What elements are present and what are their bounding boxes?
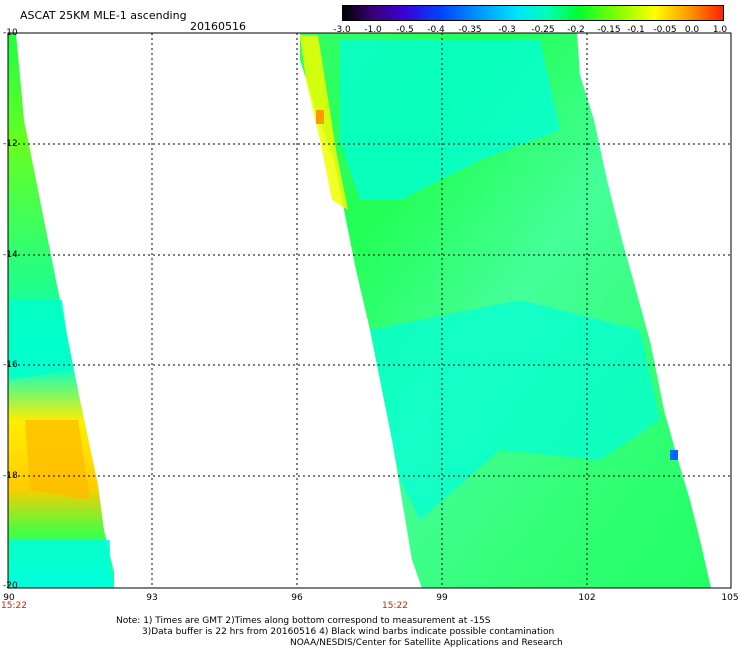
product-title: ASCAT 25KM MLE-1 ascending (20, 9, 187, 22)
cb-label: -0.5 (396, 25, 414, 35)
cb-label: -3.0 (333, 25, 351, 35)
cb-label: -0.2 (567, 25, 585, 35)
note-line-2: 3)Data buffer is 22 hrs from 20160516 4)… (142, 627, 555, 637)
lat-label: -10 (3, 28, 18, 38)
lat-label: -16 (3, 360, 18, 370)
lon-label: 93 (146, 593, 158, 603)
note-line-1: Note: 1) Times are GMT 2)Times along bot… (116, 616, 491, 626)
cb-label: 0.0 (684, 25, 700, 35)
left-swath-cyan-patch (10, 300, 72, 380)
color-scale-bar (342, 5, 724, 21)
right-swath-orange-pixel (316, 110, 324, 124)
lat-label: -12 (3, 139, 18, 149)
right-swath-blue-pixel (670, 450, 678, 460)
pass-time-label: 15:22 (1, 601, 27, 611)
pass-time-label: 15:22 (382, 601, 408, 611)
credit-line: NOAA/NESDIS/Center for Satellite Applica… (290, 638, 563, 648)
cb-label: -0.05 (653, 25, 677, 35)
right-swath-cyan-region (340, 40, 560, 200)
lat-label: -14 (3, 250, 18, 260)
grid-lines (8, 33, 731, 588)
cb-label: 1.0 (712, 25, 728, 35)
color-scale-labels: -3.0 -1.0 -0.5 -0.4 -0.35 -0.3 -0.25 -0.… (330, 25, 740, 37)
cb-label: -0.25 (531, 25, 555, 35)
lon-label: 96 (291, 593, 303, 603)
cb-label: -0.4 (427, 25, 445, 35)
lat-label: -18 (3, 471, 18, 481)
cb-label: -0.1 (627, 25, 645, 35)
cb-label: -0.15 (597, 25, 621, 35)
cb-label: -1.0 (364, 25, 382, 35)
product-date: 20160516 (190, 20, 246, 33)
lon-label: 105 (721, 593, 739, 603)
lon-label: 90 (3, 593, 15, 603)
lon-label: 99 (436, 593, 448, 603)
cb-label: -0.3 (498, 25, 516, 35)
cb-label: -0.35 (458, 25, 482, 35)
lat-label: -20 (3, 581, 18, 591)
left-swath-warm-patch (25, 420, 90, 500)
lon-label: 102 (578, 593, 596, 603)
left-swath-cyan-bottom (10, 540, 110, 588)
map-frame (7, 32, 732, 589)
